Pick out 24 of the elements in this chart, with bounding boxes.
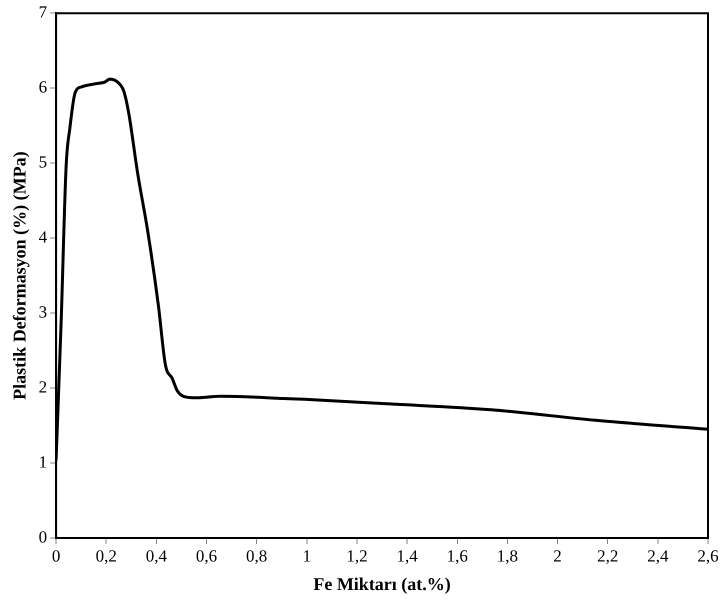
x-axis-title: Fe Miktarı (at.%) — [313, 574, 451, 594]
y-tick-label: 3 — [38, 302, 48, 322]
x-tick-label: 1 — [302, 546, 312, 566]
y-tick-label: 7 — [38, 2, 48, 22]
x-tick-label: 0,4 — [146, 546, 168, 566]
x-tick-label: 2,4 — [647, 546, 669, 566]
x-tick-label: 2,6 — [697, 546, 719, 566]
x-tick-label: 2 — [553, 546, 562, 566]
x-tick-label: 1,2 — [346, 546, 368, 566]
x-tick-label: 0,6 — [196, 546, 218, 566]
y-tick-label: 4 — [38, 228, 48, 247]
x-tick-label: 0 — [52, 546, 60, 566]
x-tick-label: 0,2 — [96, 546, 117, 566]
y-tick-label: 0 — [38, 527, 48, 546]
x-tick-label: 0,8 — [246, 546, 268, 566]
y-tick-label: 2 — [38, 378, 48, 397]
y-tick-label: 6 — [38, 78, 48, 97]
x-tick-label: 1,6 — [446, 546, 468, 566]
y-tick-label: 1 — [38, 452, 48, 472]
x-tick-label: 1,8 — [496, 546, 518, 566]
y-axis-title: Plastik Deformasyon (%) (MPa) — [9, 151, 30, 400]
x-tick-label: 2,2 — [597, 546, 618, 566]
y-tick-label: 5 — [38, 152, 48, 172]
x-tick-label: 1,4 — [396, 546, 418, 566]
